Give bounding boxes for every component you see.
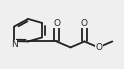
Text: N: N (11, 40, 17, 49)
Text: O: O (81, 19, 88, 28)
Text: O: O (53, 19, 60, 28)
Text: O: O (95, 43, 102, 52)
